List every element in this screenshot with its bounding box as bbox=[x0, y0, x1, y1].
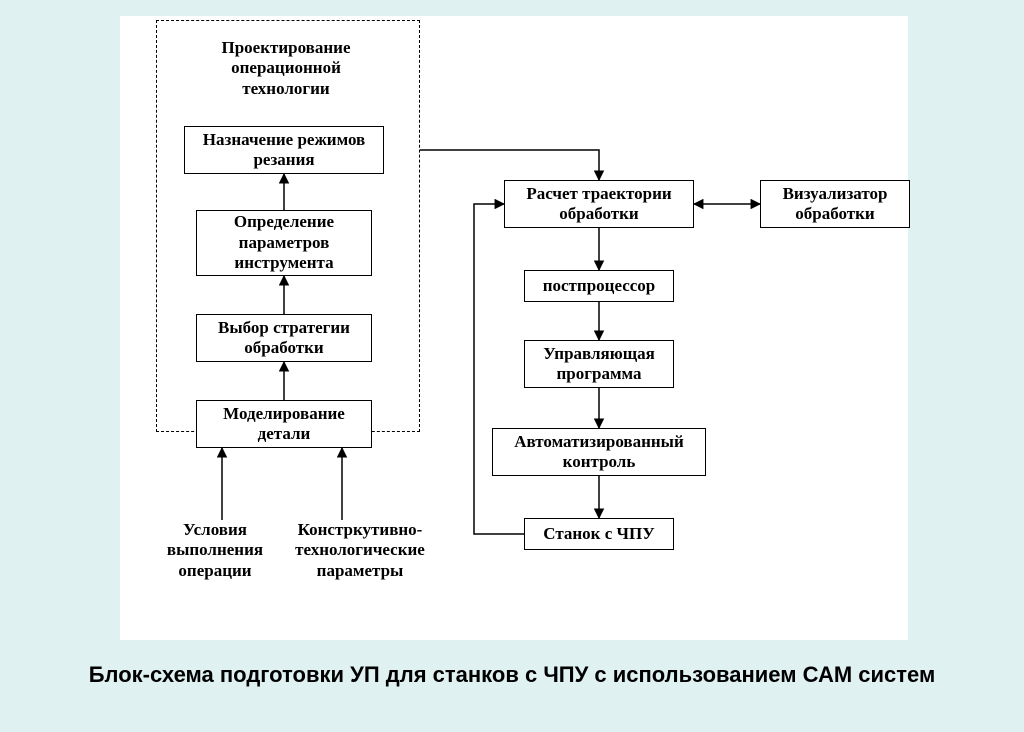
diagram-stage: Проектирование операционной технологии Н… bbox=[0, 0, 1024, 732]
diagram-caption: Блок-схема подготовки УП для станков с Ч… bbox=[0, 660, 1024, 690]
arrows-layer bbox=[0, 0, 1024, 732]
